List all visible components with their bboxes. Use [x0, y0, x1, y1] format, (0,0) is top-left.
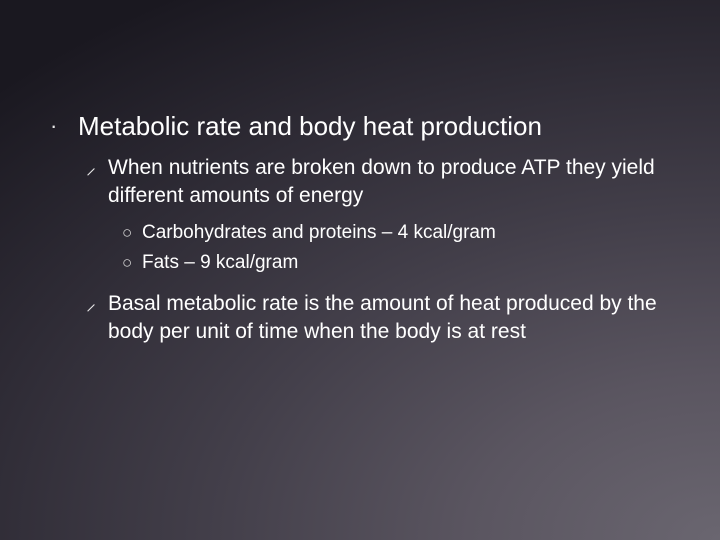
- level3-text: Carbohydrates and proteins – 4 kcal/gram: [142, 220, 496, 246]
- level2-text: When nutrients are broken down to produc…: [108, 154, 670, 210]
- bullet-level1: · Metabolic rate and body heat productio…: [50, 110, 670, 142]
- bullet-level3: ○ Carbohydrates and proteins – 4 kcal/gr…: [122, 220, 670, 246]
- bullet-level2: ⸝ When nutrients are broken down to prod…: [86, 154, 670, 210]
- bullet-level3: ○ Fats – 9 kcal/gram: [122, 250, 670, 276]
- bullet-level2: ⸝ Basal metabolic rate is the amount of …: [86, 290, 670, 346]
- script-bullet-icon: ⸝: [86, 290, 108, 318]
- level3-text: Fats – 9 kcal/gram: [142, 250, 298, 276]
- level1-text: Metabolic rate and body heat production: [78, 110, 542, 142]
- circle-bullet-icon: ○: [122, 250, 142, 276]
- circle-bullet-icon: ○: [122, 220, 142, 246]
- slide-body: · Metabolic rate and body heat productio…: [0, 0, 720, 540]
- script-bullet-icon: ⸝: [86, 154, 108, 182]
- level2-text: Basal metabolic rate is the amount of he…: [108, 290, 670, 346]
- dot-bullet-icon: ·: [50, 110, 78, 142]
